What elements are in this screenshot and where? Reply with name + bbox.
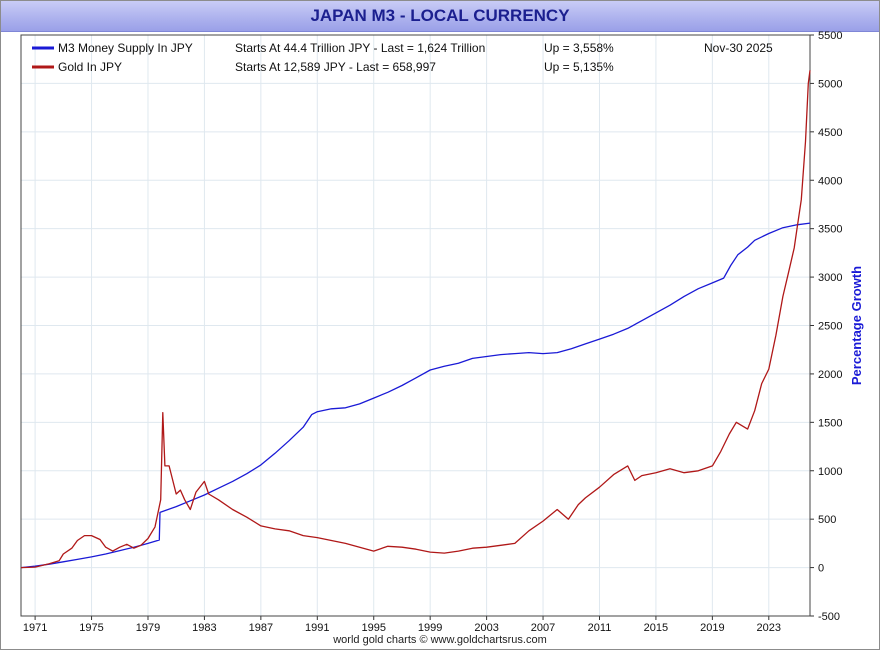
x-tick-label: 2019: [700, 622, 724, 634]
y-tick-label: 3000: [818, 272, 842, 284]
y-tick-label: 5000: [818, 78, 842, 90]
y-tick-label: 1000: [818, 466, 842, 478]
legend-label: Gold In JPY: [58, 60, 122, 74]
x-tick-label: 1987: [249, 622, 273, 634]
legend-info: Starts At 44.4 Trillion JPY - Last = 1,6…: [235, 41, 485, 55]
y-tick-label: 5500: [818, 30, 842, 42]
x-tick-label: 2023: [757, 622, 781, 634]
series-line-m3: [20, 222, 811, 569]
series-line-gold: [20, 70, 811, 569]
legend-label: M3 Money Supply In JPY: [58, 41, 193, 55]
legend-change: Up = 5,135%: [544, 60, 614, 74]
y-tick-label: 4000: [818, 175, 842, 187]
y-tick-label: 2500: [818, 321, 842, 333]
y-tick-label: 0: [818, 563, 824, 575]
y-tick-label: 500: [818, 514, 836, 526]
x-tick-label: 1971: [23, 622, 47, 634]
y-tick-label: 2000: [818, 369, 842, 381]
x-tick-label: 1995: [361, 622, 385, 634]
date-label: Nov-30 2025: [704, 41, 773, 55]
x-tick-label: 2007: [531, 622, 555, 634]
x-tick-label: 2003: [474, 622, 498, 634]
x-tick-label: 1975: [79, 622, 103, 634]
legend-info: Starts At 12,589 JPY - Last = 658,997: [235, 60, 436, 74]
x-tick-label: 1991: [305, 622, 329, 634]
x-tick-label: 2011: [588, 622, 612, 634]
x-tick-label: 1983: [192, 622, 216, 634]
x-tick-label: 2015: [644, 622, 668, 634]
y-tick-label: -500: [818, 611, 840, 623]
chart-title: JAPAN M3 - LOCAL CURRENCY: [1, 1, 879, 32]
y-tick-label: 3500: [818, 224, 842, 236]
legend-change: Up = 3,558%: [544, 41, 614, 55]
x-tick-label: 1979: [136, 622, 160, 634]
y-tick-label: 1500: [818, 417, 842, 429]
x-tick-label: 1999: [418, 622, 442, 634]
plot-border: [20, 34, 811, 617]
chart-credit: world gold charts © www.goldchartsrus.co…: [333, 634, 547, 646]
y-tick-label: 4500: [818, 127, 842, 139]
y-axis-label: Percentage Growth: [849, 266, 864, 385]
